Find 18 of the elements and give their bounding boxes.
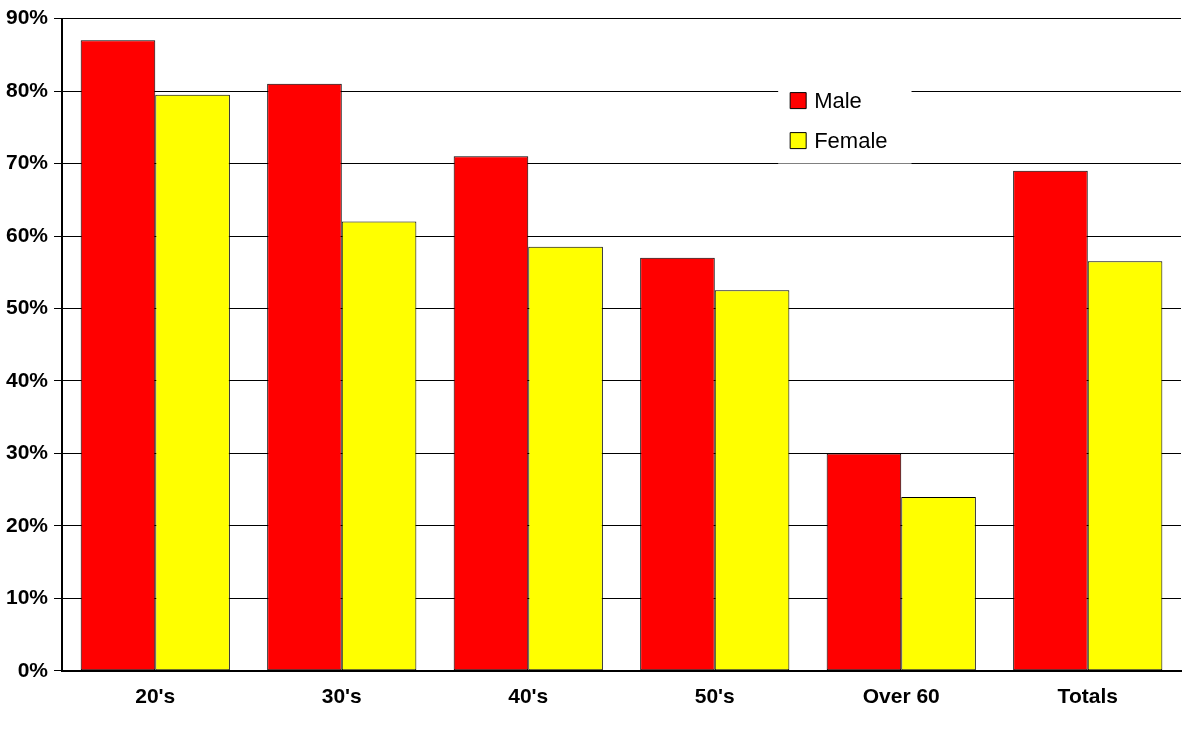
legend-label: Male	[814, 87, 862, 113]
y-tick-label: 50%	[6, 295, 49, 319]
legend-label: Female	[814, 127, 888, 153]
x-tick-label: 50's	[694, 684, 735, 708]
y-tick-label: 10%	[6, 585, 49, 609]
x-tick-label: Over 60	[862, 684, 940, 708]
x-tick-label: Totals	[1057, 684, 1118, 708]
y-tick-label: 20%	[6, 512, 49, 536]
y-tick-label: 40%	[6, 367, 49, 391]
x-tick-label: 20's	[135, 684, 176, 708]
y-tick-label: 30%	[6, 440, 49, 464]
y-tick-label: 90%	[6, 5, 49, 29]
y-tick-label: 80%	[6, 77, 49, 101]
y-tick-label: 60%	[6, 222, 49, 246]
y-tick-label: 0%	[17, 657, 49, 681]
x-tick-label: 30's	[321, 684, 362, 708]
x-tick-label: 40's	[508, 684, 549, 708]
y-tick-label: 70%	[6, 150, 49, 174]
